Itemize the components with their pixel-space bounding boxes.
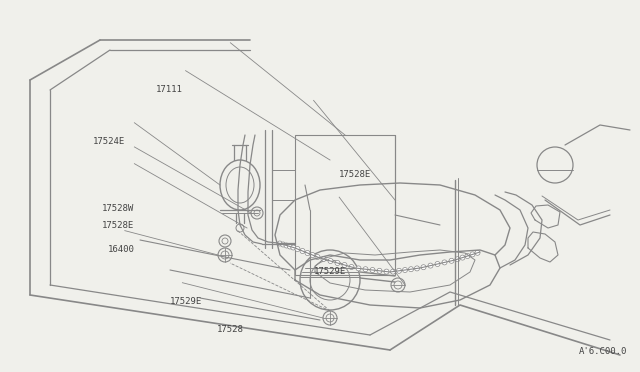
Text: 16400: 16400 (108, 245, 134, 254)
Circle shape (356, 266, 361, 271)
Circle shape (384, 269, 389, 274)
Circle shape (428, 263, 433, 268)
Circle shape (370, 267, 375, 273)
Circle shape (305, 250, 310, 256)
Text: 17528W: 17528W (102, 204, 134, 213)
Circle shape (442, 260, 447, 265)
Circle shape (421, 265, 426, 270)
Text: A'6.C00.0: A'6.C00.0 (579, 347, 627, 356)
Circle shape (403, 267, 408, 273)
Text: 17524E: 17524E (93, 137, 125, 146)
Circle shape (310, 253, 315, 257)
Circle shape (397, 268, 401, 273)
Bar (295, 135, 395, 275)
Circle shape (470, 252, 475, 257)
Circle shape (460, 255, 465, 260)
Circle shape (377, 268, 382, 273)
Circle shape (475, 250, 480, 255)
Circle shape (363, 267, 368, 272)
Text: 17529E: 17529E (170, 297, 202, 306)
Circle shape (449, 258, 454, 263)
Circle shape (295, 247, 300, 251)
Circle shape (390, 269, 396, 274)
Circle shape (328, 259, 333, 263)
Circle shape (342, 263, 347, 267)
Circle shape (349, 264, 354, 269)
Circle shape (300, 248, 305, 253)
Circle shape (287, 244, 292, 249)
Circle shape (291, 245, 296, 250)
Text: 17528E: 17528E (339, 170, 371, 179)
Circle shape (455, 257, 460, 262)
Circle shape (408, 267, 413, 272)
Text: 17111: 17111 (156, 85, 182, 94)
Circle shape (321, 257, 326, 262)
Circle shape (335, 260, 340, 266)
Text: 17528: 17528 (217, 325, 244, 334)
Circle shape (415, 266, 419, 271)
Circle shape (277, 241, 282, 246)
Circle shape (284, 243, 289, 248)
Circle shape (435, 262, 440, 266)
Circle shape (315, 254, 320, 260)
Text: 17528E: 17528E (102, 221, 134, 230)
Text: 17529E: 17529E (314, 267, 346, 276)
Circle shape (280, 242, 285, 247)
Circle shape (465, 253, 470, 259)
